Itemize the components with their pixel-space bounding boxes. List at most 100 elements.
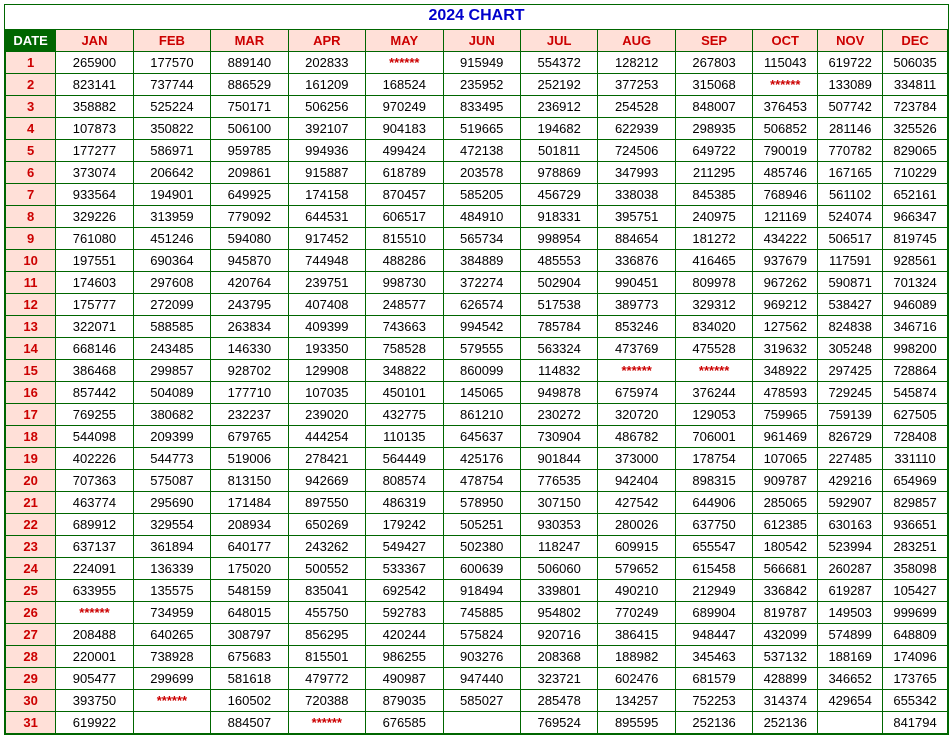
value-cell: 348822: [366, 360, 443, 382]
table-row: 2422409113633917502050055253336760063950…: [6, 558, 948, 580]
month-header: SEP: [675, 30, 752, 52]
value-cell: 358098: [883, 558, 948, 580]
day-cell: 10: [6, 250, 56, 272]
value-cell: 314374: [753, 690, 818, 712]
value-cell: 416465: [675, 250, 752, 272]
value-cell: 239751: [288, 272, 365, 294]
value-cell: 649722: [675, 140, 752, 162]
value-cell: 107035: [288, 382, 365, 404]
value-cell: 420764: [211, 272, 288, 294]
value-cell: 612385: [753, 514, 818, 536]
value-cell: 889140: [211, 52, 288, 74]
value-cell: 904183: [366, 118, 443, 140]
value-cell: 648015: [211, 602, 288, 624]
value-cell: 336842: [753, 580, 818, 602]
value-cell: 768946: [753, 184, 818, 206]
value-cell: 895595: [598, 712, 675, 734]
value-cell: 824838: [818, 316, 883, 338]
value-cell: 338038: [598, 184, 675, 206]
table-row: 1332207158858526383440939974366399454278…: [6, 316, 948, 338]
value-cell: 420244: [366, 624, 443, 646]
value-cell: 966347: [883, 206, 948, 228]
value-cell: 484910: [443, 206, 520, 228]
value-cell: 720388: [288, 690, 365, 712]
value-cell: 128212: [598, 52, 675, 74]
value-cell: 538427: [818, 294, 883, 316]
value-cell: 373074: [56, 162, 133, 184]
value-cell: 252136: [753, 712, 818, 734]
value-cell: 329226: [56, 206, 133, 228]
value-cell: 728864: [883, 360, 948, 382]
value-cell: 197551: [56, 250, 133, 272]
value-cell: 600639: [443, 558, 520, 580]
value-cell: 297425: [818, 360, 883, 382]
value-cell: 578950: [443, 492, 520, 514]
value-cell: 619287: [818, 580, 883, 602]
value-cell: 970249: [366, 96, 443, 118]
value-cell: 243795: [211, 294, 288, 316]
value-cell: 627505: [883, 404, 948, 426]
day-cell: 4: [6, 118, 56, 140]
value-cell: 734959: [133, 602, 210, 624]
value-cell: 167165: [818, 162, 883, 184]
value-cell: 637137: [56, 536, 133, 558]
value-cell: 118247: [520, 536, 597, 558]
value-cell: 486782: [598, 426, 675, 448]
value-cell: 393750: [56, 690, 133, 712]
value-cell: 650269: [288, 514, 365, 536]
value-cell: [133, 712, 210, 734]
day-cell: 8: [6, 206, 56, 228]
value-cell: 455750: [288, 602, 365, 624]
value-cell: 745885: [443, 602, 520, 624]
table-row: 2822000173892867568381550198625590327620…: [6, 646, 948, 668]
value-cell: 609915: [598, 536, 675, 558]
value-cell: 563324: [520, 338, 597, 360]
value-cell: 649925: [211, 184, 288, 206]
table-row: 2070736357508781315094266980857447875477…: [6, 470, 948, 492]
value-cell: 425176: [443, 448, 520, 470]
value-cell: 305248: [818, 338, 883, 360]
month-header: JUN: [443, 30, 520, 52]
value-cell: 524074: [818, 206, 883, 228]
value-cell: 319632: [753, 338, 818, 360]
value-cell: 350822: [133, 118, 210, 140]
value-cell: 485746: [753, 162, 818, 184]
value-cell: 948447: [675, 624, 752, 646]
value-cell: 325526: [883, 118, 948, 140]
value-cell: 823141: [56, 74, 133, 96]
day-cell: 26: [6, 602, 56, 624]
value-cell: 813150: [211, 470, 288, 492]
value-cell: 160502: [211, 690, 288, 712]
value-cell: 848007: [675, 96, 752, 118]
day-cell: 23: [6, 536, 56, 558]
value-cell: 181272: [675, 228, 752, 250]
value-cell: 978869: [520, 162, 597, 184]
value-cell: 488286: [366, 250, 443, 272]
value-cell: 668146: [56, 338, 133, 360]
value-cell: 107065: [753, 448, 818, 470]
value-cell: 999699: [883, 602, 948, 624]
value-cell: 283251: [883, 536, 948, 558]
value-cell: 655342: [883, 690, 948, 712]
value-cell: 937679: [753, 250, 818, 272]
value-cell: 243262: [288, 536, 365, 558]
table-row: 6373074206642209861915887618789203578978…: [6, 162, 948, 184]
value-cell: 579652: [598, 558, 675, 580]
table-row: 2823141737744886529161209168524235952252…: [6, 74, 948, 96]
value-cell: 280026: [598, 514, 675, 536]
value-cell: [818, 712, 883, 734]
value-cell: 884654: [598, 228, 675, 250]
value-cell: 834020: [675, 316, 752, 338]
value-cell: 281146: [818, 118, 883, 140]
value-cell: 615458: [675, 558, 752, 580]
table-row: 5177277586971959785994936499424472138501…: [6, 140, 948, 162]
value-cell: 376244: [675, 382, 752, 404]
day-cell: 25: [6, 580, 56, 602]
month-header: AUG: [598, 30, 675, 52]
value-cell: 675974: [598, 382, 675, 404]
value-cell: 373000: [598, 448, 675, 470]
value-cell: ******: [675, 360, 752, 382]
value-cell: 549427: [366, 536, 443, 558]
value-cell: 506852: [753, 118, 818, 140]
table-row: 9761080451246594080917452815510565734998…: [6, 228, 948, 250]
